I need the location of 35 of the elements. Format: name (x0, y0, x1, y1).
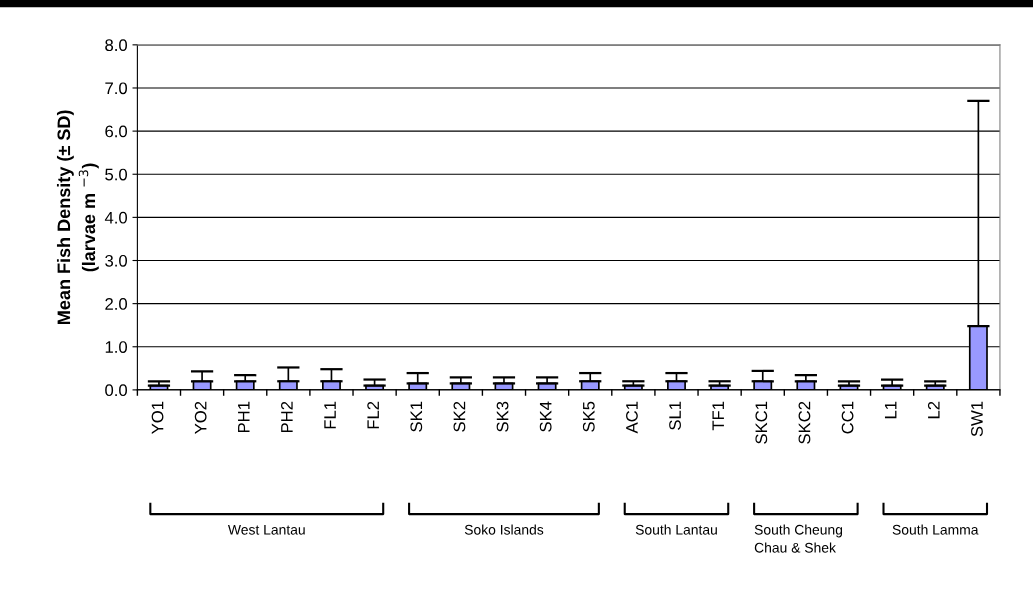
x-tick-label: L2 (927, 401, 940, 419)
y-axis-title: Mean Fish Density (± SD) (larvae m $^{−3}$) (56, 110, 99, 324)
y-tick-label: 8.0 (105, 39, 128, 52)
y-tick-label: 6.0 (105, 125, 128, 138)
x-tick-label: SKC2 (798, 401, 811, 444)
text: Soko Islands (464, 524, 544, 535)
y-tick-label: 2.0 (105, 298, 128, 310)
text: South Cheung Chau & Shek (754, 524, 843, 553)
y-tick-label: 5.0 (105, 168, 128, 181)
x-tick-label: TF1 (712, 401, 724, 431)
text: South Lantau (635, 524, 717, 535)
x-tick-label: SK5 (582, 401, 595, 432)
x-tick-label: SKC1 (755, 401, 768, 444)
x-tick-label: PH1 (238, 401, 250, 433)
y-tick-label: 4.0 (104, 211, 128, 224)
x-tick-label: FL2 (367, 401, 379, 429)
y-tick-label: 7.0 (105, 82, 128, 95)
x-tick-label: PH2 (281, 401, 293, 433)
x-tick-label: SK2 (453, 401, 466, 432)
y-tick-label: 0.0 (105, 384, 128, 397)
x-tick-label: AC1 (626, 401, 638, 434)
x-tick-label: SK4 (539, 401, 552, 432)
x-tick-label: CC1 (841, 401, 854, 434)
x-tick-label: FL1 (324, 401, 336, 429)
x-tick-label: SL1 (669, 401, 681, 430)
y-tick-label: 3.0 (105, 254, 128, 267)
x-tick-label: SW1 (971, 401, 983, 437)
text: South Lamma (892, 524, 979, 535)
y-tick-label: 1.0 (105, 341, 128, 353)
text: West Lantau (227, 524, 305, 535)
x-tick-label: SK1 (410, 401, 423, 432)
x-tick-label: SK3 (496, 401, 509, 432)
x-tick-label: YO2 (194, 401, 207, 434)
x-tick-label: YO1 (151, 401, 164, 434)
x-tick-label: L1 (884, 401, 897, 419)
